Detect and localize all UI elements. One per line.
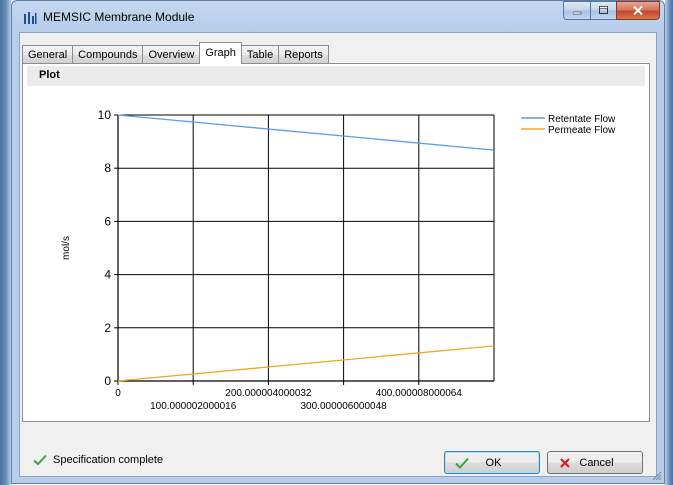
status-area: Specification complete [33, 454, 163, 466]
tab-overview[interactable]: Overview [142, 45, 201, 64]
caption-buttons [563, 1, 660, 21]
app-bars-icon [24, 12, 37, 24]
cancel-button[interactable]: Cancel [547, 451, 643, 474]
resize-grip[interactable] [650, 469, 662, 481]
x-tick-label: 0 [115, 388, 121, 399]
y-tick-label: 6 [104, 214, 111, 228]
cancel-x-icon [560, 457, 570, 468]
y-tick-label: 0 [104, 374, 111, 388]
plot-header: Plot [27, 66, 645, 86]
tab-general[interactable]: General [22, 45, 74, 64]
ok-button[interactable]: OK [444, 451, 540, 474]
minimize-button[interactable] [563, 1, 590, 20]
cancel-button-label: Cancel [579, 456, 614, 469]
legend-label: Permeate Flow [548, 125, 616, 136]
status-text: Specification complete [53, 454, 164, 466]
series-line-retentate [117, 114, 495, 151]
close-button[interactable] [616, 1, 660, 20]
maximize-icon [598, 6, 608, 14]
y-tick-label: 4 [104, 268, 111, 282]
tab-table[interactable]: Table [240, 45, 280, 64]
desktop-background-right [665, 0, 673, 485]
ok-button-label: OK [485, 456, 502, 469]
y-axis-label: mol/s [61, 236, 72, 260]
x-tick-label: 400.000008000064 [376, 388, 463, 399]
maximize-button[interactable] [590, 1, 616, 20]
tab-reports[interactable]: Reports [278, 45, 329, 64]
y-tick-label: 8 [104, 161, 111, 175]
title-bar[interactable]: MEMSIC Membrane Module [12, 1, 664, 33]
checkmark-icon [33, 454, 47, 466]
close-icon [633, 6, 643, 15]
legend-label: Retentate Flow [548, 114, 616, 125]
y-tick-label: 10 [98, 108, 112, 122]
tab-strip: General Compounds Overview Graph Table R… [22, 42, 329, 64]
dialog-client-area: General Compounds Overview Graph Table R… [19, 32, 657, 477]
graph-tab-page: Plot 0 2 4 6 8 10 0 100.000002000016 200.0000040… [22, 63, 650, 422]
window-title: MEMSIC Membrane Module [43, 10, 195, 24]
chart: 0 2 4 6 8 10 0 100.000002000016 200.000004000032… [61, 108, 616, 412]
tab-graph[interactable]: Graph [199, 42, 242, 64]
desktop-background-left [0, 0, 11, 485]
dialog-window: MEMSIC Membrane Module General Compounds… [11, 0, 665, 484]
x-tick-label: 100.000002000016 [150, 401, 237, 412]
minimize-icon [572, 11, 581, 15]
plot-area: 0 2 4 6 8 10 0 100.000002000016 200.000004000032… [27, 86, 645, 419]
tab-compounds[interactable]: Compounds [72, 45, 144, 64]
ok-check-icon [455, 457, 469, 469]
y-tick-label: 2 [104, 321, 111, 335]
x-tick-label: 300.000006000048 [300, 401, 387, 412]
series-line-permeate [117, 345, 495, 382]
x-tick-label: 200.000004000032 [225, 388, 312, 399]
